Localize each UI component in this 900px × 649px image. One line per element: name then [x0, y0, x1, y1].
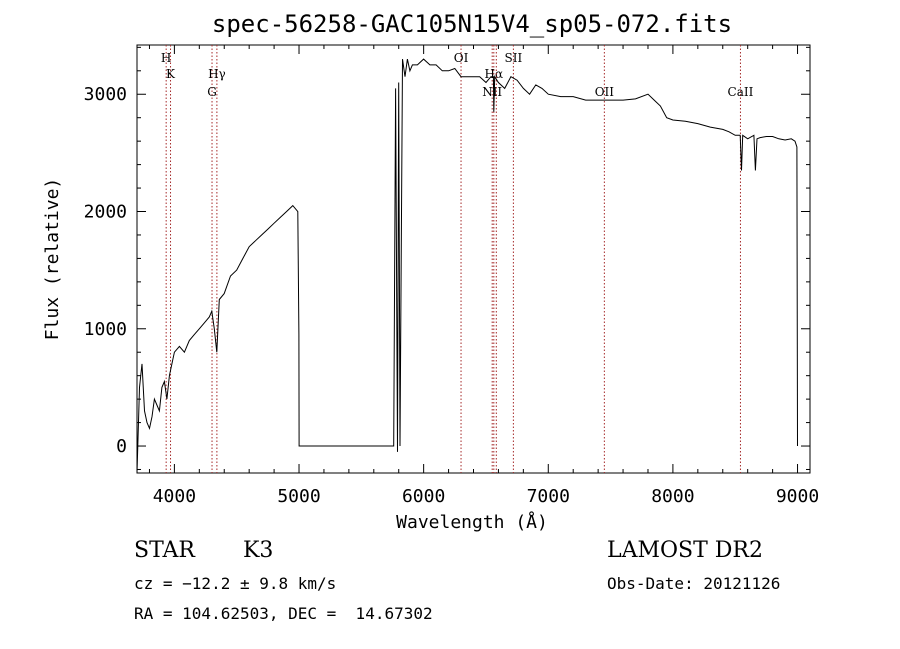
x-tick-label: 4000 — [153, 486, 196, 507]
object-class: STAR — [134, 538, 195, 563]
spectral-line-label: K — [166, 67, 176, 81]
ra-dec: RA = 104.62503, DEC = 14.67302 — [134, 604, 433, 623]
spectrum-line — [136, 58, 798, 474]
x-tick-label: 9000 — [776, 486, 819, 507]
spectral-line-label: OII — [595, 85, 615, 99]
x-tick-label: 6000 — [402, 486, 445, 507]
y-axis-label: Flux (relative) — [42, 178, 63, 341]
spectral-line-label: Hα — [485, 67, 504, 81]
object-subclass: K3 — [243, 538, 274, 563]
chart-title: spec-56258-GAC105N15V4_sp05-072.fits — [212, 10, 732, 38]
spectral-line-label: H — [161, 51, 171, 65]
spectral-line-label: G — [207, 85, 217, 99]
x-axis-label: Wavelength (Å) — [396, 511, 548, 533]
y-tick-label: 0 — [116, 436, 127, 457]
spectral-line-label: SII — [505, 51, 523, 65]
survey-name: LAMOST DR2 — [607, 538, 763, 563]
plot-frame — [136, 44, 811, 474]
y-tick-label: 1000 — [84, 319, 127, 340]
x-tick-label: 5000 — [277, 486, 320, 507]
redshift-cz: cz = −12.2 ± 9.8 km/s — [134, 574, 337, 593]
y-axis-ticks: 0 1000 2000 3000 — [84, 46, 810, 470]
spectral-line-label: OI — [454, 51, 469, 65]
spectral-line-label: CaII — [728, 85, 754, 99]
x-axis-ticks: 4000 5000 6000 7000 8000 9000 — [148, 45, 819, 507]
x-tick-label: 8000 — [651, 486, 694, 507]
x-tick-label: 7000 — [527, 486, 570, 507]
y-tick-label: 3000 — [84, 84, 127, 105]
spectral-line-label: NII — [482, 85, 502, 99]
obs-date: Obs-Date: 20121126 — [607, 574, 781, 593]
spectral-line-label: Hγ — [208, 67, 226, 81]
y-tick-label: 2000 — [84, 202, 127, 223]
